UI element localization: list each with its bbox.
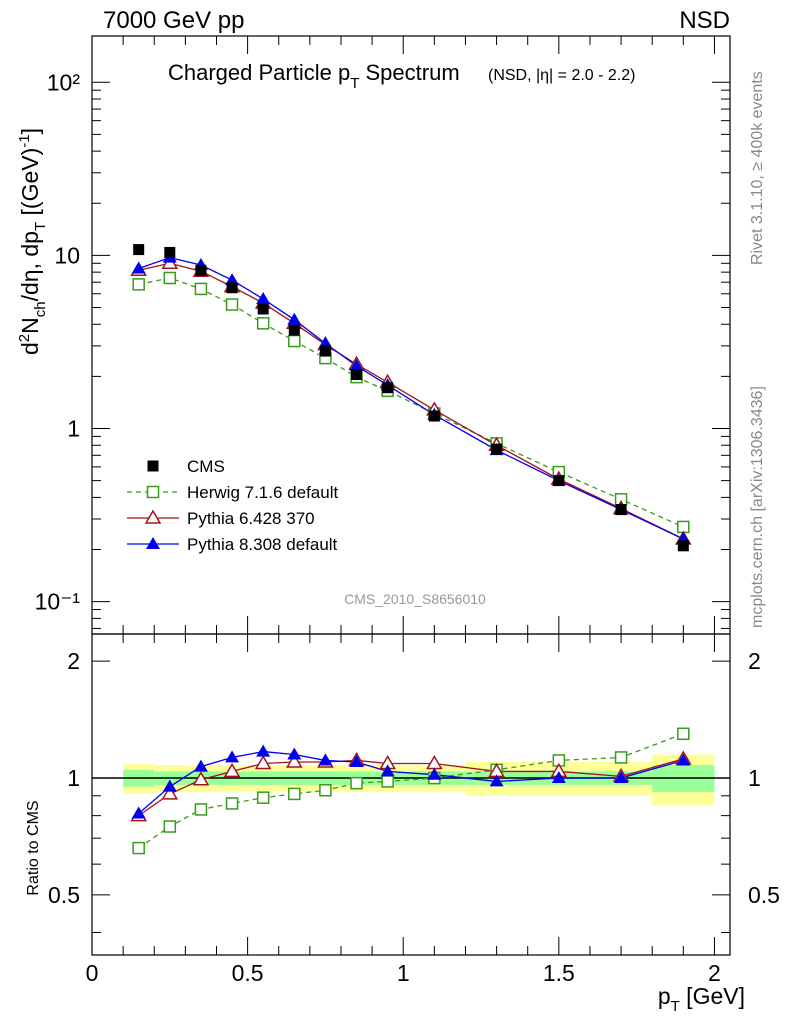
ratio-point-py8: [225, 750, 240, 763]
ratio-point-herwig: [225, 797, 239, 810]
point-herwig: [256, 317, 270, 330]
legend-label-cms: CMS: [187, 457, 225, 476]
point-cms: [428, 410, 440, 422]
point-cms: [288, 324, 300, 336]
ratio-point-herwig: [163, 820, 177, 833]
point-cms: [351, 369, 363, 381]
point-cms: [677, 540, 689, 552]
point-cms: [226, 282, 238, 294]
ratio-line-py8: [138, 750, 684, 815]
ratio-tick-label-left: 0.5: [48, 882, 80, 908]
point-cms: [257, 303, 269, 315]
ratio-point-herwig: [677, 727, 690, 741]
analysis-watermark: CMS_2010_S8656010: [344, 591, 486, 607]
series-line-herwig: [138, 277, 684, 528]
ratio-y-label: Ratio to CMS: [25, 800, 42, 895]
point-py8: [318, 336, 333, 349]
header-right: NSD: [679, 7, 730, 34]
header-left: 7000 GeV pp: [103, 7, 244, 34]
point-cms: [164, 246, 176, 258]
ratio-point-py8: [287, 747, 302, 760]
point-cms: [133, 244, 145, 256]
x-tick-label: 2: [708, 960, 721, 986]
ratio-point-herwig: [256, 791, 270, 804]
x-tick-label: 0: [86, 960, 99, 986]
y-tick-label: 10²: [47, 69, 81, 95]
legend-marker-py6: [144, 509, 162, 524]
point-py8: [131, 261, 146, 274]
ratio-tick-label-right: 1: [748, 765, 761, 791]
ratio-point-herwig: [350, 776, 363, 790]
ratio-point-py8: [318, 753, 333, 766]
point-cms: [382, 382, 394, 394]
ratio-line-herwig: [138, 733, 684, 849]
legend-marker-cms: [147, 460, 159, 472]
point-herwig: [225, 298, 239, 311]
point-cms: [553, 475, 565, 487]
ratio-point-py8: [614, 771, 629, 784]
ratio-point-py6: [254, 755, 272, 770]
ratio-point-py6: [223, 762, 241, 778]
ratio-point-py6: [192, 771, 210, 786]
ratio-point-py8: [380, 764, 395, 777]
ratio-point-herwig: [288, 787, 301, 801]
point-herwig: [194, 282, 208, 296]
ratio-point-py8: [349, 754, 364, 767]
y-tick-label: 1: [67, 415, 80, 441]
ratio-point-py6: [285, 753, 303, 768]
point-py8: [287, 312, 302, 325]
ratio-tick-label-right: 2: [748, 648, 761, 674]
chart-subtitle: (NSD, |η| = 2.0 - 2.2): [488, 67, 635, 84]
legend-marker-py8: [146, 537, 160, 549]
y-tick-label: 10⁻¹: [35, 589, 81, 615]
x-tick-label: 1.5: [543, 960, 575, 986]
point-cms: [195, 264, 207, 276]
legend-label-py8: Pythia 8.308 default: [187, 535, 338, 554]
y-tick-label: 10: [54, 242, 80, 268]
ratio-point-py8: [551, 771, 566, 784]
ratio-point-herwig: [381, 775, 394, 788]
ratio-point-py8: [131, 806, 146, 819]
ratio-point-py8: [193, 759, 208, 772]
ratio-point-herwig: [132, 841, 145, 855]
point-py8: [225, 273, 240, 286]
ratio-point-py6: [426, 755, 443, 770]
ratio-tick-label-left: 2: [67, 648, 80, 674]
ratio-tick-label-left: 1: [67, 765, 80, 791]
ratio-point-herwig: [614, 751, 628, 764]
point-cms: [319, 345, 331, 357]
rivet-label: Rivet 3.1.10, ≥ 400k events: [749, 71, 766, 265]
ratio-point-py8: [427, 767, 442, 780]
legend-label-py6: Pythia 6.428 370: [187, 509, 315, 528]
x-axis-label: pT [GeV]: [658, 983, 745, 1015]
point-herwig: [163, 271, 177, 285]
y-axis-label: d2Nch/dη, dpT [(GeV)-1]: [16, 128, 49, 355]
x-tick-label: 0.5: [232, 960, 264, 986]
ratio-point-py8: [162, 779, 177, 792]
legend-label-herwig: Herwig 7.1.6 default: [187, 483, 338, 502]
mcplots-label: mcplots.cern.ch [arXiv:1306.3436]: [749, 386, 766, 628]
point-herwig: [288, 334, 301, 348]
point-herwig: [132, 278, 145, 291]
ratio-point-py8: [256, 744, 271, 757]
point-py8: [349, 358, 364, 371]
ratio-plot-frame: [91, 633, 731, 956]
ratio-point-py8: [676, 753, 691, 766]
ratio-point-herwig: [319, 784, 332, 797]
point-cms: [491, 443, 503, 455]
chart-title: Charged Particle pT Spectrum: [168, 60, 460, 92]
ratio-point-py6: [161, 785, 179, 800]
legend-marker-herwig: [146, 485, 160, 499]
ratio-point-py8: [489, 774, 504, 787]
x-tick-label: 1: [397, 960, 410, 986]
ratio-tick-label-right: 0.5: [748, 882, 780, 908]
point-cms: [615, 504, 627, 516]
point-py8: [256, 291, 271, 304]
ratio-point-herwig: [194, 803, 208, 816]
